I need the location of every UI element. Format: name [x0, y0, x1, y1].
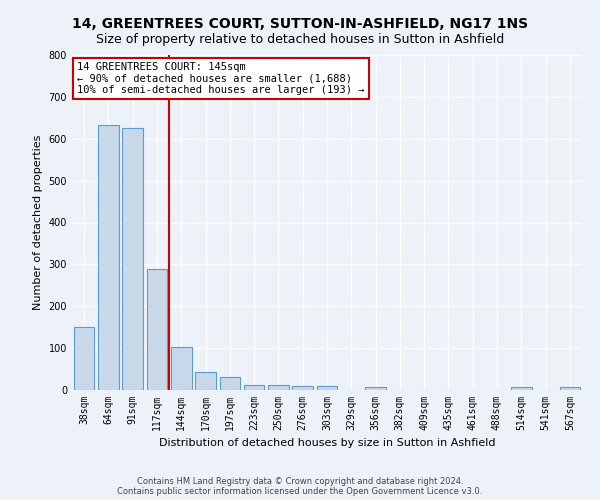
- Bar: [268, 385, 289, 390]
- Bar: [220, 378, 240, 390]
- Bar: [560, 386, 580, 390]
- Bar: [171, 348, 191, 390]
- Bar: [511, 386, 532, 390]
- Text: Size of property relative to detached houses in Sutton in Ashfield: Size of property relative to detached ho…: [96, 32, 504, 46]
- Bar: [146, 268, 167, 390]
- Bar: [292, 386, 313, 390]
- Bar: [195, 372, 216, 390]
- Bar: [365, 386, 386, 390]
- Text: 14, GREENTREES COURT, SUTTON-IN-ASHFIELD, NG17 1NS: 14, GREENTREES COURT, SUTTON-IN-ASHFIELD…: [72, 18, 528, 32]
- Bar: [98, 126, 119, 390]
- Bar: [122, 128, 143, 390]
- Bar: [317, 386, 337, 390]
- Text: Contains HM Land Registry data © Crown copyright and database right 2024.
Contai: Contains HM Land Registry data © Crown c…: [118, 476, 482, 496]
- Bar: [244, 385, 265, 390]
- Bar: [74, 327, 94, 390]
- Y-axis label: Number of detached properties: Number of detached properties: [33, 135, 43, 310]
- Text: 14 GREENTREES COURT: 145sqm
← 90% of detached houses are smaller (1,688)
10% of : 14 GREENTREES COURT: 145sqm ← 90% of det…: [77, 62, 365, 95]
- X-axis label: Distribution of detached houses by size in Sutton in Ashfield: Distribution of detached houses by size …: [159, 438, 495, 448]
